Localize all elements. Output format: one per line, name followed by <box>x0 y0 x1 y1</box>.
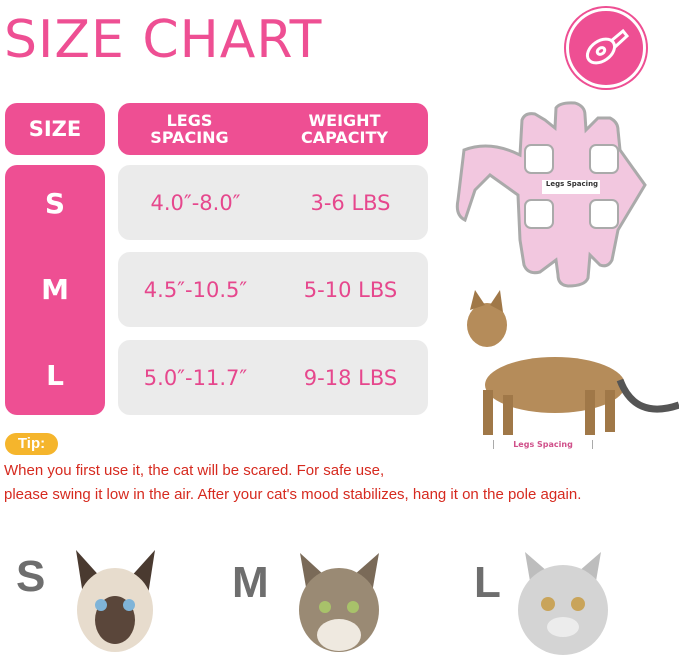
table-row: 5.0″-11.7″ 9-18 LBS <box>118 340 428 415</box>
cat-legs-spacing-label: Legs Spacing <box>493 440 593 449</box>
tip-badge: Tip: <box>5 433 58 455</box>
size-letters: S M L <box>5 165 105 415</box>
size-l: L <box>46 359 64 392</box>
size-letter-m: M <box>232 558 269 607</box>
size-s: S <box>44 187 66 220</box>
weight-value: 5-10 LBS <box>303 277 398 302</box>
size-header: SIZE <box>5 103 105 155</box>
size-m: M <box>41 273 69 306</box>
size-letter-s: S <box>16 552 46 601</box>
size-letter-l: L <box>474 558 501 607</box>
header-bar: LEGS SPACING WEIGHT CAPACITY <box>118 103 428 155</box>
table-row: 4.0″-8.0″ 3-6 LBS <box>118 165 428 240</box>
table-row: 4.5″-10.5″ 5-10 LBS <box>118 252 428 327</box>
garment-legs-spacing-label: Legs Spacing <box>545 180 599 188</box>
weight-capacity-header: WEIGHT CAPACITY <box>301 111 388 147</box>
weight-value: 9-18 LBS <box>303 365 398 390</box>
page-title: SIZE CHART <box>4 10 323 70</box>
legs-spacing-value: 5.0″-11.7″ <box>143 365 248 390</box>
legs-spacing-header: LEGS SPACING <box>150 111 229 147</box>
tip-line-1: When you first use it, the cat will be s… <box>4 462 385 479</box>
tip-line-2: please swing it low in the air. After yo… <box>4 486 582 503</box>
tabby-cat-photo <box>292 545 387 664</box>
cat-image: Legs Spacing <box>455 290 679 460</box>
siamese-cat-photo <box>68 545 163 664</box>
british-shorthair-cat-photo <box>513 542 613 664</box>
legs-spacing-value: 4.0″-8.0″ <box>150 190 241 215</box>
measuring-tape-icon <box>566 8 646 88</box>
garment-image: Legs Spacing <box>450 100 679 290</box>
size-column <box>5 165 105 415</box>
weight-value: 3-6 LBS <box>310 190 391 215</box>
legs-spacing-value: 4.5″-10.5″ <box>143 277 248 302</box>
